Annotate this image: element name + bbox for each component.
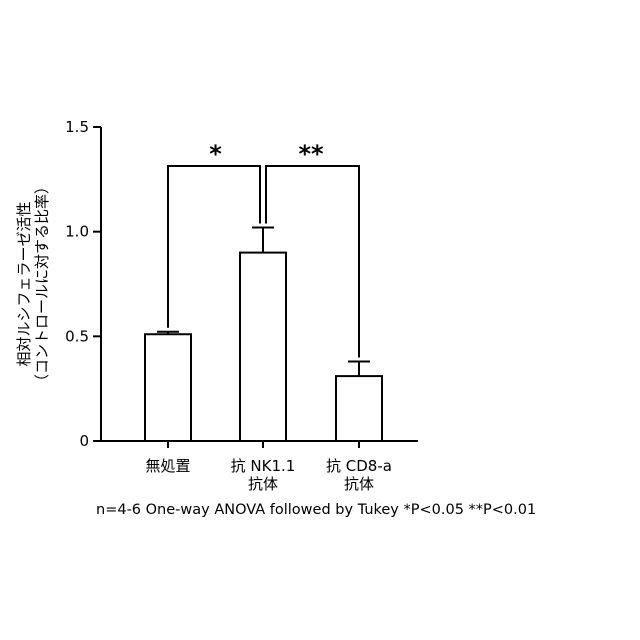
x-tick-label: 抗体	[344, 475, 374, 493]
y-tick-label: 0.5	[65, 327, 89, 345]
bar	[145, 334, 191, 441]
y-axis-label-line: （コントロールに対する比率）	[33, 179, 51, 389]
y-tick-label: 1.5	[65, 118, 89, 136]
y-axis-label: 相対ルシフェラーゼ活性（コントロールに対する比率）	[15, 179, 51, 389]
y-axis: 0 0.5 1.0 1.5	[65, 118, 101, 450]
x-tick-label: 無処置	[145, 457, 190, 475]
footnote: n=4-6 One-way ANOVA followed by Tukey *P…	[96, 502, 536, 518]
y-axis-label-line: 相対ルシフェラーゼ活性	[15, 201, 33, 366]
x-axis: 無処置抗 NK1.1抗体抗 CD8-a抗体	[100, 441, 418, 493]
bar	[240, 253, 286, 441]
y-tick-label: 1.0	[65, 223, 89, 241]
x-tick-label: 抗体	[248, 475, 278, 493]
significance-label: *	[209, 140, 222, 168]
significance-label: **	[298, 140, 324, 168]
x-tick-label: 抗 NK1.1	[231, 457, 296, 475]
x-tick-label: 抗 CD8-a	[326, 457, 392, 475]
bar	[336, 376, 382, 441]
y-tick-label: 0	[79, 432, 89, 450]
bars	[145, 227, 382, 441]
